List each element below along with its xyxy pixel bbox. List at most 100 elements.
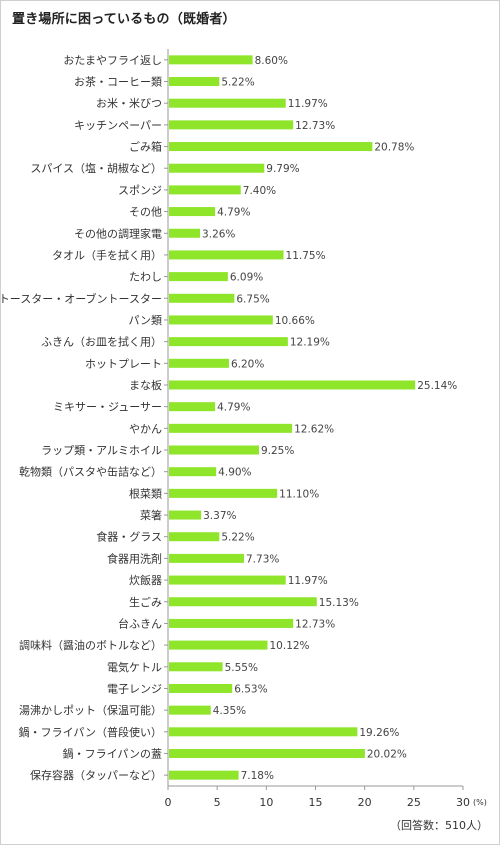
category-label: 食器・グラス	[96, 530, 162, 544]
bar	[169, 120, 294, 130]
category-label: ホットプレート	[85, 357, 162, 370]
value-label: 4.35%	[213, 705, 246, 717]
category-label: ふきん（お皿を拭く用）	[41, 335, 162, 349]
x-tick-label: 30	[456, 796, 470, 809]
bar	[169, 250, 284, 260]
bar	[169, 272, 228, 282]
category-label: お米・米びつ	[96, 97, 162, 110]
value-label: 7.40%	[243, 185, 276, 197]
x-tick-label: 25	[407, 796, 421, 809]
category-label: お茶・コーヒー類	[74, 76, 162, 89]
category-label: ラップ類・アルミホイル	[41, 444, 162, 457]
bar	[169, 163, 265, 173]
bar	[169, 207, 216, 217]
value-label: 15.13%	[319, 597, 359, 609]
category-label: まな板	[129, 378, 162, 392]
category-label: 電子レンジ	[107, 682, 162, 695]
category-label: 鍋・フライパンの蓋	[63, 746, 162, 760]
bar	[169, 315, 273, 325]
bar	[169, 553, 245, 563]
bar	[169, 683, 233, 693]
value-label: 4.79%	[217, 207, 250, 219]
value-label: 6.75%	[236, 293, 269, 305]
category-label: スポンジ	[118, 184, 162, 197]
value-label: 19.26%	[359, 727, 399, 739]
category-label: トースター・オーブントースター	[0, 291, 162, 305]
bar	[169, 705, 211, 715]
category-label: 菜箸	[140, 508, 162, 522]
value-label: 10.12%	[270, 640, 310, 652]
bar	[169, 510, 202, 520]
category-label: 根菜類	[129, 486, 162, 500]
category-label: 鍋・フライパン（普段使い）	[19, 725, 162, 739]
bar	[169, 423, 293, 433]
category-label: 炊飯器	[129, 573, 162, 587]
bar	[169, 358, 229, 368]
value-label: 20.02%	[367, 748, 407, 760]
x-tick-label: 20	[358, 796, 372, 809]
chart-title: 置き場所に困っているもの（既婚者）	[12, 12, 236, 27]
value-label: 5.55%	[225, 662, 258, 674]
bar	[169, 575, 286, 585]
bar	[169, 55, 253, 65]
bar	[169, 618, 294, 628]
category-label: タオル（手を拭く用）	[52, 248, 162, 262]
category-label: その他の調理家電	[74, 226, 162, 240]
category-label: その他	[129, 206, 162, 219]
category-label: 食器用洗剤	[107, 551, 162, 565]
bar	[169, 488, 278, 498]
respondent-count-note: （回答数：510人）	[390, 819, 488, 832]
category-label: 台ふきん	[118, 616, 162, 630]
x-tick-label: 10	[259, 796, 273, 809]
bar	[169, 727, 358, 737]
x-tick-label: 15	[309, 796, 323, 809]
x-unit-label: (%)	[473, 798, 487, 807]
bar	[169, 77, 220, 87]
bar	[169, 185, 241, 195]
bar	[169, 402, 216, 412]
category-label: やかん	[129, 422, 162, 435]
bar	[169, 380, 416, 390]
value-label: 3.37%	[203, 510, 236, 522]
category-label: ミキサー・ジューサー	[53, 401, 162, 414]
value-label: 12.62%	[294, 423, 334, 435]
value-label: 7.73%	[246, 553, 279, 565]
bar	[169, 770, 239, 780]
value-label: 6.09%	[230, 272, 263, 284]
value-label: 11.97%	[288, 575, 328, 587]
bar	[169, 748, 365, 758]
category-label: 湯沸かしポット（保温可能）	[19, 703, 162, 717]
bar	[169, 142, 373, 152]
x-tick-label: 0	[165, 796, 172, 809]
bar	[169, 597, 317, 607]
category-label: 乾物類（パスタや缶詰など）	[19, 465, 162, 479]
category-label: 生ごみ	[129, 595, 162, 609]
bar	[169, 467, 217, 477]
category-label: キッチンペーパー	[74, 119, 162, 132]
value-label: 7.18%	[241, 770, 274, 782]
bar	[169, 98, 286, 108]
value-label: 4.79%	[217, 402, 250, 414]
value-label: 11.75%	[286, 250, 326, 262]
bar	[169, 640, 268, 650]
value-label: 9.79%	[266, 163, 299, 175]
category-label: パン類	[128, 314, 162, 327]
value-label: 12.73%	[295, 120, 335, 132]
value-label: 6.20%	[231, 358, 264, 370]
category-label: スパイス（塩・胡椒など）	[30, 161, 162, 175]
value-label: 12.19%	[290, 337, 330, 349]
bar	[169, 445, 259, 455]
category-label: 調味料（醤油のボトルなど）	[19, 638, 162, 652]
value-label: 3.26%	[202, 228, 235, 240]
value-label: 5.22%	[221, 532, 254, 544]
category-label: 保存容器（タッパーなど）	[30, 768, 162, 782]
value-label: 11.97%	[288, 98, 328, 110]
bar	[169, 532, 220, 542]
bar	[169, 662, 223, 672]
category-label: おたまやフライ返し	[63, 54, 162, 67]
bar	[169, 293, 235, 303]
bar	[169, 337, 288, 347]
value-label: 4.90%	[218, 467, 251, 479]
